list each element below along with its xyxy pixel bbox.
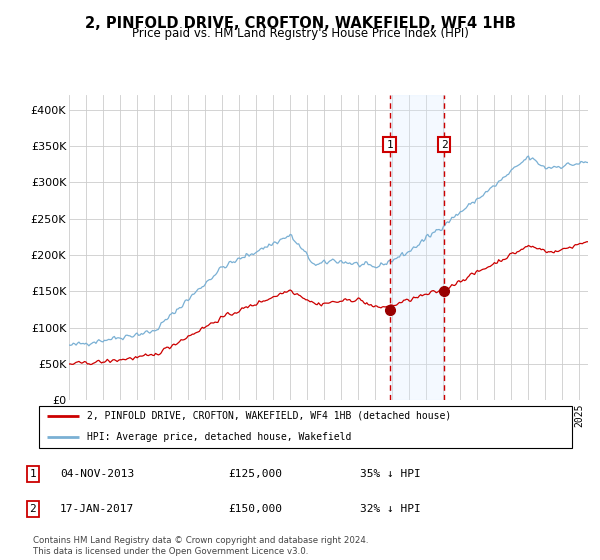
Text: Price paid vs. HM Land Registry's House Price Index (HPI): Price paid vs. HM Land Registry's House … <box>131 27 469 40</box>
Text: 2, PINFOLD DRIVE, CROFTON, WAKEFIELD, WF4 1HB: 2, PINFOLD DRIVE, CROFTON, WAKEFIELD, WF… <box>85 16 515 31</box>
Text: 32% ↓ HPI: 32% ↓ HPI <box>360 505 421 514</box>
Text: £150,000: £150,000 <box>228 505 282 514</box>
Text: 04-NOV-2013: 04-NOV-2013 <box>60 469 134 479</box>
Bar <box>389 95 444 400</box>
Text: HPI: Average price, detached house, Wakefield: HPI: Average price, detached house, Wake… <box>88 432 352 442</box>
Text: 2, PINFOLD DRIVE, CROFTON, WAKEFIELD, WF4 1HB (detached house): 2, PINFOLD DRIVE, CROFTON, WAKEFIELD, WF… <box>88 411 452 421</box>
Text: 35% ↓ HPI: 35% ↓ HPI <box>360 469 421 479</box>
Text: 2: 2 <box>440 139 448 150</box>
FancyBboxPatch shape <box>39 405 572 448</box>
Text: 1: 1 <box>386 139 393 150</box>
Text: 17-JAN-2017: 17-JAN-2017 <box>60 505 134 514</box>
Text: 1: 1 <box>29 469 37 479</box>
Text: £125,000: £125,000 <box>228 469 282 479</box>
Text: 2: 2 <box>29 505 37 514</box>
Text: Contains HM Land Registry data © Crown copyright and database right 2024.
This d: Contains HM Land Registry data © Crown c… <box>33 536 368 556</box>
